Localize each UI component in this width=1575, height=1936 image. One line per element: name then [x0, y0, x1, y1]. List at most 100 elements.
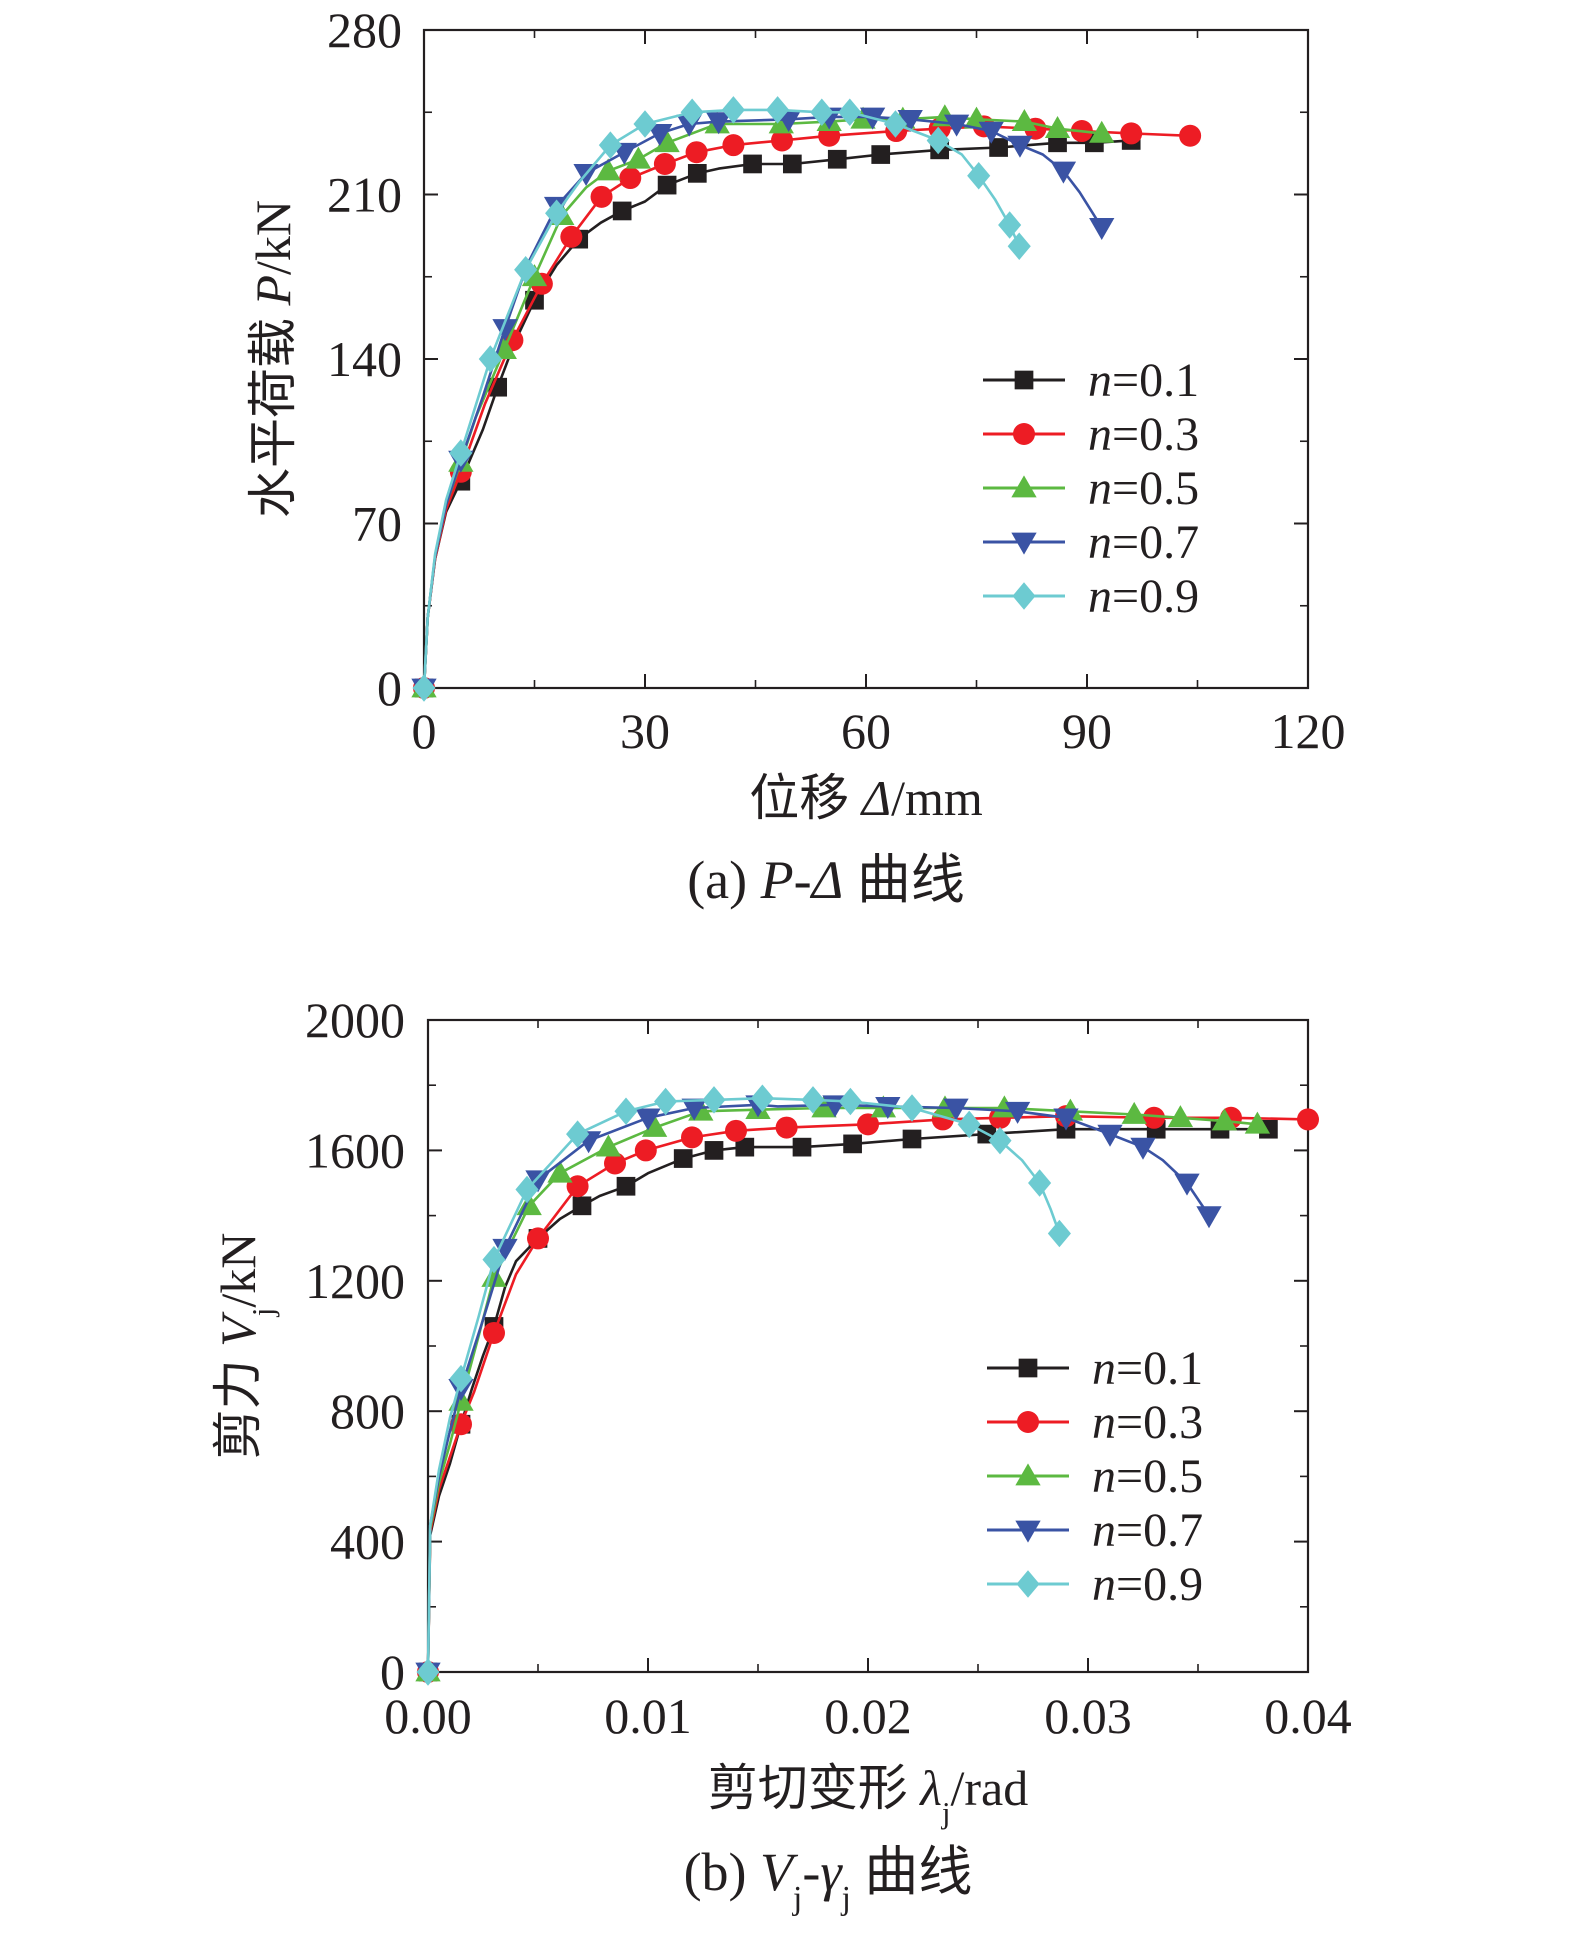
series-n-0-3 [413, 115, 1202, 699]
legend-value: =0.1 [1112, 354, 1199, 407]
data-point [1044, 116, 1071, 139]
legend-value: =0.5 [1112, 462, 1199, 515]
x-tick-label: 30 [620, 703, 670, 759]
legend-item: n=0.7 [983, 516, 1199, 569]
data-point [967, 161, 991, 190]
data-point [1007, 232, 1031, 260]
y-tick-label: 70 [352, 496, 402, 552]
legend-value: =0.5 [1116, 1450, 1203, 1503]
data-point [1053, 1108, 1079, 1131]
data-point [595, 1134, 622, 1157]
legend-var: n [1088, 516, 1112, 569]
text-part: P [245, 275, 301, 307]
legend-var: n [1088, 354, 1112, 407]
data-point [721, 96, 745, 124]
text-part: 剪切变形 [708, 1760, 921, 1816]
data-point [1244, 1111, 1271, 1134]
data-point [482, 1245, 506, 1274]
data-point [735, 1137, 755, 1157]
data-point [616, 1176, 636, 1196]
data-point [633, 110, 657, 138]
data-point [771, 129, 794, 152]
text-part: - [794, 850, 812, 910]
data-point [883, 110, 908, 138]
legend-value: =0.7 [1112, 516, 1199, 569]
legend-marker [1015, 1463, 1041, 1486]
text-part: /mm [891, 770, 983, 826]
data-point [1089, 120, 1115, 143]
data-point [871, 145, 891, 164]
y-axis-label: 水平荷载 P/kN [245, 200, 301, 518]
data-point [957, 1110, 981, 1139]
data-point [750, 1084, 774, 1112]
data-point [654, 1087, 678, 1116]
legend-label: n=0.3 [1088, 408, 1199, 461]
series-line [426, 1096, 1061, 1673]
series-n-0-5 [411, 104, 1115, 698]
data-point [1121, 1101, 1147, 1124]
legend-value: =0.9 [1112, 570, 1199, 623]
legend-marker [1013, 423, 1035, 445]
data-point [1011, 109, 1038, 131]
series-n-0-9 [412, 96, 1031, 702]
x-axis-label: 剪切变形 λj/rad [708, 1760, 1029, 1830]
legend-label: n=0.5 [1088, 462, 1199, 515]
data-point [654, 130, 680, 153]
data-point [1007, 135, 1033, 158]
legend-label: n=0.1 [1088, 354, 1199, 407]
x-tick-label: 120 [1271, 703, 1346, 759]
data-point [1196, 1206, 1222, 1229]
data-point [1089, 218, 1115, 241]
y-tick-label: 400 [330, 1514, 405, 1570]
data-point [1130, 1137, 1156, 1160]
series-line [426, 1106, 1258, 1673]
data-point [634, 1139, 657, 1162]
x-tick-label: 0.01 [604, 1688, 692, 1744]
series-n-0-9 [416, 1084, 1071, 1686]
data-point [775, 1116, 798, 1139]
data-point [1048, 133, 1067, 153]
data-point [743, 154, 762, 174]
data-point [598, 131, 622, 159]
legend-item: n=0.5 [983, 462, 1199, 515]
data-point [897, 109, 923, 132]
data-point [572, 1196, 592, 1216]
figure-caption: (b) Vj-γj 曲线 [684, 1842, 973, 1917]
legend: n=0.1n=0.3n=0.5n=0.7n=0.9 [983, 354, 1199, 623]
text-part: (b) [684, 1842, 760, 1902]
data-point [875, 1097, 901, 1120]
data-point [492, 1238, 518, 1261]
data-point [527, 1227, 549, 1250]
data-point [478, 345, 502, 373]
data-point [687, 164, 707, 183]
data-point [838, 98, 862, 126]
data-point [612, 201, 632, 221]
legend-item: n=0.1 [987, 1342, 1203, 1395]
y-tick-label: 0 [380, 1644, 405, 1700]
data-point [1097, 1124, 1123, 1147]
data-point [704, 1141, 724, 1160]
data-point [657, 175, 677, 195]
figure-caption: (a) P-Δ 曲线 [687, 850, 965, 910]
data-point [653, 152, 676, 175]
data-point [857, 1113, 879, 1136]
data-point [827, 149, 847, 169]
data-point [515, 1175, 539, 1204]
legend-var: n [1092, 1396, 1116, 1449]
text-part: Δ [810, 850, 844, 910]
x-tick-label: 0.02 [824, 1688, 912, 1744]
y-tick-label: 0 [377, 660, 402, 716]
legend-value: =0.9 [1116, 1558, 1203, 1611]
series-n-0-1 [414, 131, 1141, 698]
data-point [635, 1108, 661, 1131]
data-point [673, 1149, 693, 1168]
data-point [681, 1098, 707, 1121]
text-part: γ [820, 1842, 843, 1902]
legend-var: n [1092, 1504, 1116, 1557]
text-part: j [245, 1308, 280, 1318]
data-point [641, 1114, 668, 1137]
text-part: V [210, 1311, 266, 1347]
series-group [415, 1084, 1319, 1686]
text-part: Δ [860, 770, 891, 826]
